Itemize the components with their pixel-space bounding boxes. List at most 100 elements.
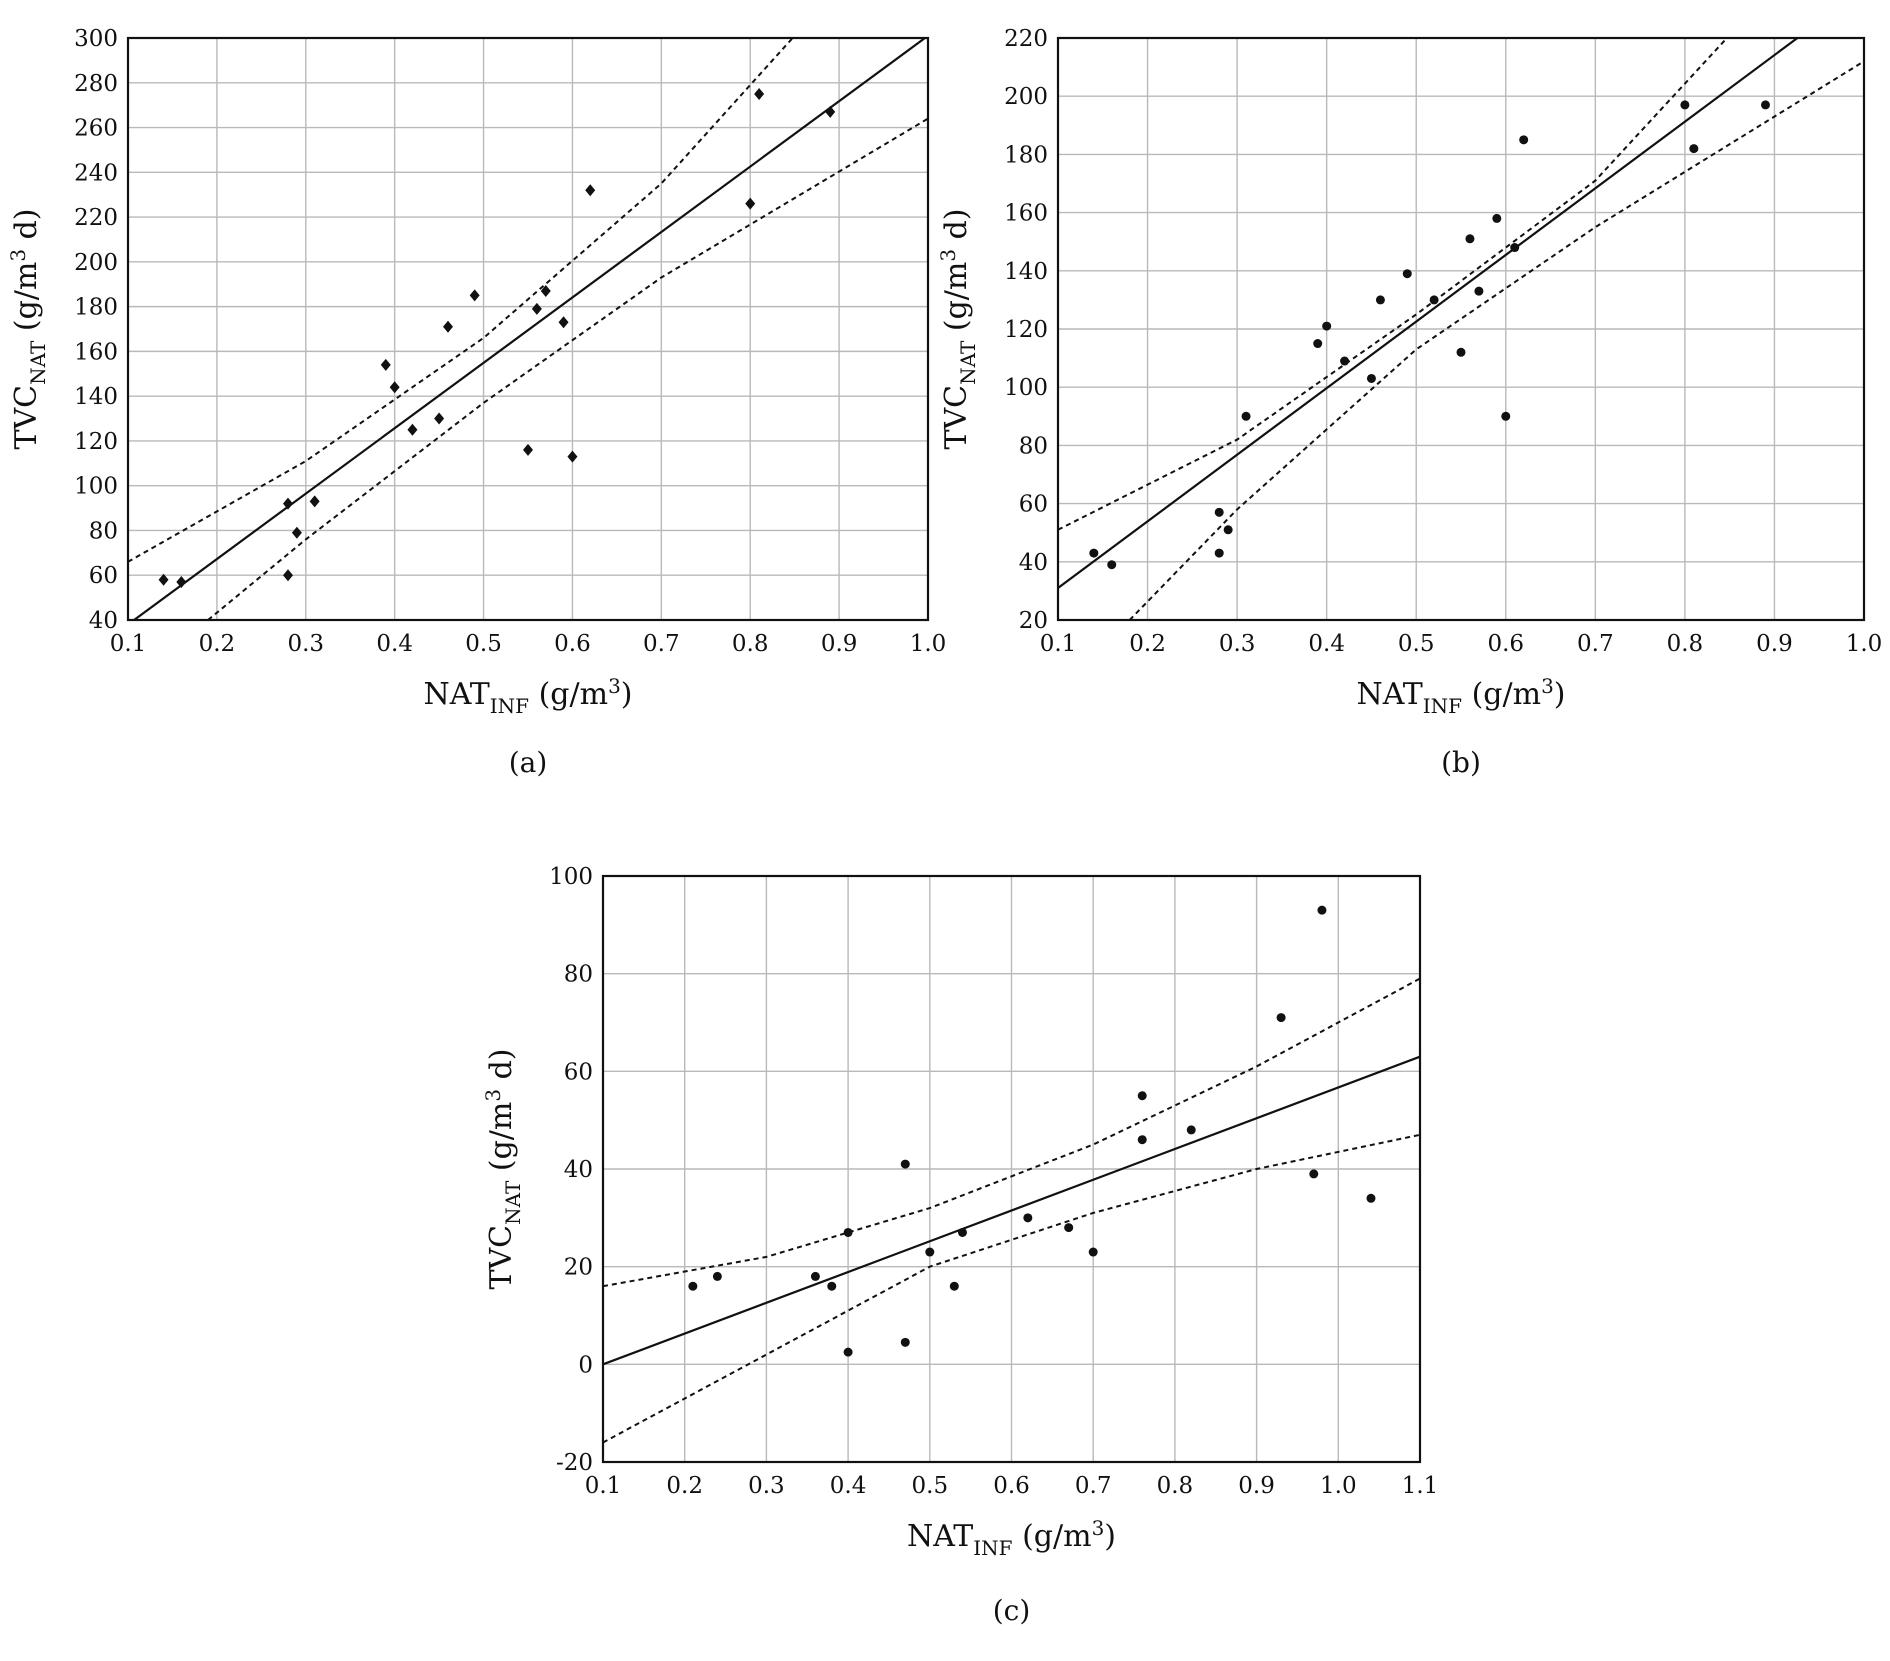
data-point — [1214, 548, 1224, 558]
data-point — [1492, 213, 1502, 223]
data-point — [1088, 1247, 1098, 1257]
data-point — [1402, 269, 1412, 279]
x-tick-label: 0.2 — [666, 1473, 703, 1499]
data-point — [1474, 286, 1484, 296]
x-tick-label: 0.9 — [821, 631, 858, 657]
y-tick-label: 200 — [1004, 84, 1048, 110]
y-axis-label: TVCNAT (g/m3 d) — [6, 208, 50, 449]
data-point — [843, 1347, 853, 1357]
data-point — [712, 1271, 722, 1281]
y-tick-label: 160 — [1004, 201, 1048, 227]
plot-frame — [601, 874, 1422, 1464]
confidence-band-upper — [603, 977, 1420, 1288]
regression-line — [603, 1055, 1420, 1366]
data-point — [1089, 548, 1099, 558]
y-tick-label: 40 — [1019, 550, 1048, 576]
y-tick-label: 180 — [1004, 142, 1048, 168]
y-tick-label: 60 — [564, 1059, 593, 1085]
data-point — [1137, 1135, 1147, 1145]
confidence-band-lower — [603, 1133, 1420, 1444]
x-tick-label: 0.4 — [376, 631, 413, 657]
x-tick-label: 0.8 — [1667, 631, 1704, 657]
x-tick-label: 1.1 — [1402, 1473, 1439, 1499]
x-tick-label: 0.5 — [465, 631, 502, 657]
y-tick-label: 100 — [1004, 375, 1048, 401]
x-tick-label: 0.5 — [1398, 631, 1435, 657]
y-tick-label: 80 — [564, 962, 593, 988]
chart-panel-1: 0.1 0.2 0.3 0.4 0.5 0.6 0.7 0.8 0.9 1.0 40 60 80 100 1… — [6, 26, 946, 779]
data-point — [1064, 1223, 1074, 1233]
x-tick-label: 0.9 — [1756, 631, 1793, 657]
data-point — [1309, 1169, 1319, 1179]
data-point — [825, 105, 836, 118]
y-tick-label: 240 — [74, 160, 118, 186]
y-tick-label: 20 — [1019, 608, 1048, 634]
data-point — [1689, 144, 1699, 154]
data-point — [407, 423, 418, 436]
data-point — [469, 289, 480, 302]
x-tick-label: 0.7 — [1075, 1473, 1112, 1499]
x-tick-label: 0.6 — [993, 1473, 1030, 1499]
data-point — [1023, 1213, 1033, 1223]
data-point — [745, 197, 756, 210]
x-tick-label: 0.4 — [830, 1473, 867, 1499]
regression-line — [1058, 38, 1800, 589]
data-point — [1317, 905, 1327, 915]
data-point — [1137, 1091, 1147, 1101]
data-point — [380, 358, 391, 371]
data-point — [1223, 525, 1233, 535]
y-tick-label: 0 — [578, 1352, 593, 1378]
data-point — [1760, 100, 1770, 110]
x-tick-label: 0.8 — [732, 631, 769, 657]
data-point — [523, 443, 533, 456]
y-tick-label: 300 — [74, 26, 118, 52]
data-point — [1214, 507, 1224, 517]
confidence-band-lower — [207, 117, 928, 620]
x-axis-label: NATINF (g/m3) — [423, 674, 632, 718]
data-point — [1276, 1013, 1286, 1023]
data-point — [843, 1227, 853, 1237]
panel-label: (b) — [1441, 746, 1481, 779]
x-tick-label: 0.2 — [199, 631, 236, 657]
x-tick-label: 0.1 — [1040, 631, 1077, 657]
data-point — [283, 569, 293, 582]
panel-label: (c) — [993, 1594, 1031, 1627]
chart-panel-3: 0.1 0.2 0.3 0.4 0.5 0.6 0.7 0.8 0.9 1.0 1.1 -20 0 20 4… — [481, 864, 1438, 1627]
panel-label: (a) — [509, 746, 548, 779]
data-point — [176, 575, 187, 588]
data-point — [558, 316, 569, 329]
data-point — [900, 1337, 910, 1347]
y-tick-label: 200 — [74, 250, 118, 276]
data-point — [900, 1159, 910, 1169]
data-point — [283, 497, 293, 510]
x-tick-label: 1.0 — [910, 631, 947, 657]
data-point — [1456, 347, 1466, 357]
y-axis-label: TVCNAT (g/m3 d) — [936, 208, 980, 449]
y-tick-label: 140 — [1004, 259, 1048, 285]
y-tick-label: 20 — [564, 1255, 593, 1281]
data-point — [1366, 1193, 1376, 1203]
y-tick-label: 120 — [1004, 317, 1048, 343]
y-tick-label: 60 — [1019, 492, 1048, 518]
y-tick-label: 160 — [74, 339, 118, 365]
x-tick-label: 0.6 — [1487, 631, 1524, 657]
y-tick-label: 140 — [74, 384, 118, 410]
x-tick-label: 0.2 — [1129, 631, 1166, 657]
regression-line — [132, 38, 927, 620]
x-tick-label: 1.0 — [1846, 631, 1883, 657]
x-tick-label: 0.3 — [1219, 631, 1256, 657]
x-tick-label: 0.3 — [748, 1473, 785, 1499]
x-tick-label: 0.1 — [110, 631, 147, 657]
data-point — [1107, 560, 1117, 570]
data-point — [291, 526, 302, 539]
data-point — [158, 573, 169, 586]
data-point — [443, 320, 453, 333]
y-tick-label: 120 — [74, 429, 118, 455]
y-tick-label: 60 — [89, 563, 118, 589]
y-axis-label: TVCNAT (g/m3 d) — [481, 1048, 525, 1289]
data-point — [827, 1281, 837, 1291]
data-point — [531, 302, 542, 315]
data-point — [1510, 243, 1520, 253]
data-point — [1501, 411, 1511, 421]
x-tick-label: 0.6 — [554, 631, 591, 657]
